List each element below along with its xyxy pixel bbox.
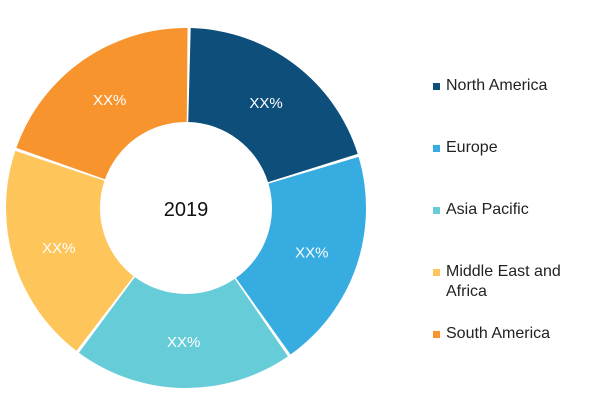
slice-asia-pacific: [78, 277, 288, 389]
legend-item-south-america: South America: [433, 324, 594, 344]
legend-swatch: [433, 269, 440, 276]
legend-label: Europe: [446, 139, 498, 156]
center-year-label: 2019: [164, 199, 209, 221]
legend-label: South America: [446, 325, 551, 342]
legend-item-middle-east-and-africa: Middle East and Africa: [433, 262, 594, 302]
slice-label-north-america: XX%: [249, 95, 282, 112]
slice-label-europe: XX%: [295, 244, 328, 261]
legend-item-asia-pacific: Asia Pacific: [433, 200, 594, 220]
slice-middle-east-and-africa: [5, 150, 134, 351]
slice-labels-group: XX% XX% XX% XX% XX%: [42, 92, 328, 351]
slice-south-america: [16, 28, 188, 180]
legend-swatch: [433, 83, 440, 90]
legend-swatch: [433, 207, 440, 214]
legend-label: Middle East and Africa: [446, 263, 561, 300]
slices-group: [5, 28, 366, 389]
slice-label-south-america: XX%: [93, 92, 126, 109]
legend-swatch: [433, 331, 440, 338]
legend-item-north-america: North America: [433, 76, 594, 96]
legend-label: Asia Pacific: [446, 201, 529, 218]
legend-label: North America: [446, 77, 548, 94]
slice-north-america: [188, 28, 358, 183]
slice-label-middle-east-and-africa: XX%: [42, 240, 75, 257]
slice-label-asia-pacific: XX%: [167, 334, 200, 351]
legend-item-europe: Europe: [433, 138, 594, 158]
legend-swatch: [433, 145, 440, 152]
slice-europe: [235, 156, 366, 355]
